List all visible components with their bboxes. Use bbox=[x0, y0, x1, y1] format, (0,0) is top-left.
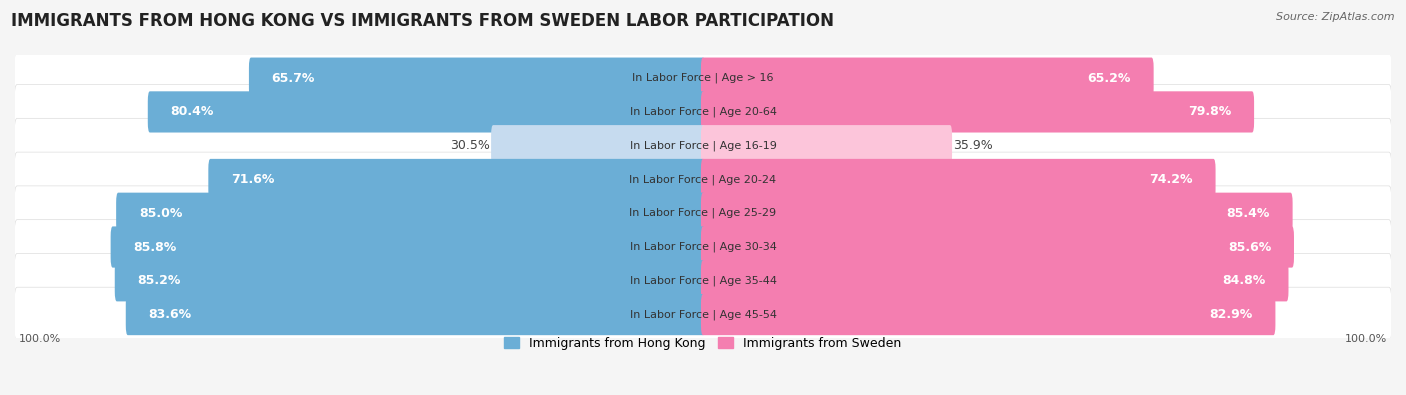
FancyBboxPatch shape bbox=[702, 58, 1154, 99]
Text: 85.4%: 85.4% bbox=[1226, 207, 1270, 220]
Text: In Labor Force | Age 16-19: In Labor Force | Age 16-19 bbox=[630, 141, 776, 151]
Text: 71.6%: 71.6% bbox=[231, 173, 274, 186]
Text: 85.8%: 85.8% bbox=[134, 241, 177, 254]
Text: 30.5%: 30.5% bbox=[450, 139, 489, 152]
FancyBboxPatch shape bbox=[14, 85, 1392, 139]
FancyBboxPatch shape bbox=[14, 287, 1392, 342]
FancyBboxPatch shape bbox=[14, 152, 1392, 207]
Text: 74.2%: 74.2% bbox=[1149, 173, 1192, 186]
FancyBboxPatch shape bbox=[702, 91, 1254, 132]
Text: In Labor Force | Age 25-29: In Labor Force | Age 25-29 bbox=[630, 208, 776, 218]
Text: 100.0%: 100.0% bbox=[18, 334, 60, 344]
FancyBboxPatch shape bbox=[14, 220, 1392, 275]
Text: 85.6%: 85.6% bbox=[1227, 241, 1271, 254]
Text: 100.0%: 100.0% bbox=[1346, 334, 1388, 344]
Text: 65.2%: 65.2% bbox=[1088, 71, 1130, 85]
FancyBboxPatch shape bbox=[111, 226, 704, 268]
Text: In Labor Force | Age 35-44: In Labor Force | Age 35-44 bbox=[630, 276, 776, 286]
FancyBboxPatch shape bbox=[208, 159, 704, 200]
FancyBboxPatch shape bbox=[115, 260, 704, 301]
FancyBboxPatch shape bbox=[249, 58, 704, 99]
Text: In Labor Force | Age 30-34: In Labor Force | Age 30-34 bbox=[630, 242, 776, 252]
FancyBboxPatch shape bbox=[117, 193, 704, 234]
FancyBboxPatch shape bbox=[702, 193, 1292, 234]
FancyBboxPatch shape bbox=[702, 226, 1294, 268]
Text: Source: ZipAtlas.com: Source: ZipAtlas.com bbox=[1277, 12, 1395, 22]
FancyBboxPatch shape bbox=[702, 125, 952, 166]
Text: 85.0%: 85.0% bbox=[139, 207, 183, 220]
Text: 83.6%: 83.6% bbox=[149, 308, 191, 321]
FancyBboxPatch shape bbox=[148, 91, 704, 132]
FancyBboxPatch shape bbox=[702, 159, 1216, 200]
Text: In Labor Force | Age 20-24: In Labor Force | Age 20-24 bbox=[630, 174, 776, 185]
FancyBboxPatch shape bbox=[702, 260, 1288, 301]
FancyBboxPatch shape bbox=[14, 51, 1392, 105]
Text: 80.4%: 80.4% bbox=[170, 105, 214, 118]
Text: 35.9%: 35.9% bbox=[953, 139, 993, 152]
Text: In Labor Force | Age > 16: In Labor Force | Age > 16 bbox=[633, 73, 773, 83]
Legend: Immigrants from Hong Kong, Immigrants from Sweden: Immigrants from Hong Kong, Immigrants fr… bbox=[499, 332, 907, 355]
FancyBboxPatch shape bbox=[14, 254, 1392, 308]
Text: 65.7%: 65.7% bbox=[271, 71, 315, 85]
Text: IMMIGRANTS FROM HONG KONG VS IMMIGRANTS FROM SWEDEN LABOR PARTICIPATION: IMMIGRANTS FROM HONG KONG VS IMMIGRANTS … bbox=[11, 12, 834, 30]
Text: 85.2%: 85.2% bbox=[138, 274, 181, 287]
FancyBboxPatch shape bbox=[14, 186, 1392, 241]
FancyBboxPatch shape bbox=[491, 125, 704, 166]
Text: 84.8%: 84.8% bbox=[1223, 274, 1265, 287]
Text: 82.9%: 82.9% bbox=[1209, 308, 1253, 321]
Text: 79.8%: 79.8% bbox=[1188, 105, 1232, 118]
FancyBboxPatch shape bbox=[14, 118, 1392, 173]
Text: In Labor Force | Age 20-64: In Labor Force | Age 20-64 bbox=[630, 107, 776, 117]
FancyBboxPatch shape bbox=[125, 294, 704, 335]
Text: In Labor Force | Age 45-54: In Labor Force | Age 45-54 bbox=[630, 309, 776, 320]
FancyBboxPatch shape bbox=[702, 294, 1275, 335]
